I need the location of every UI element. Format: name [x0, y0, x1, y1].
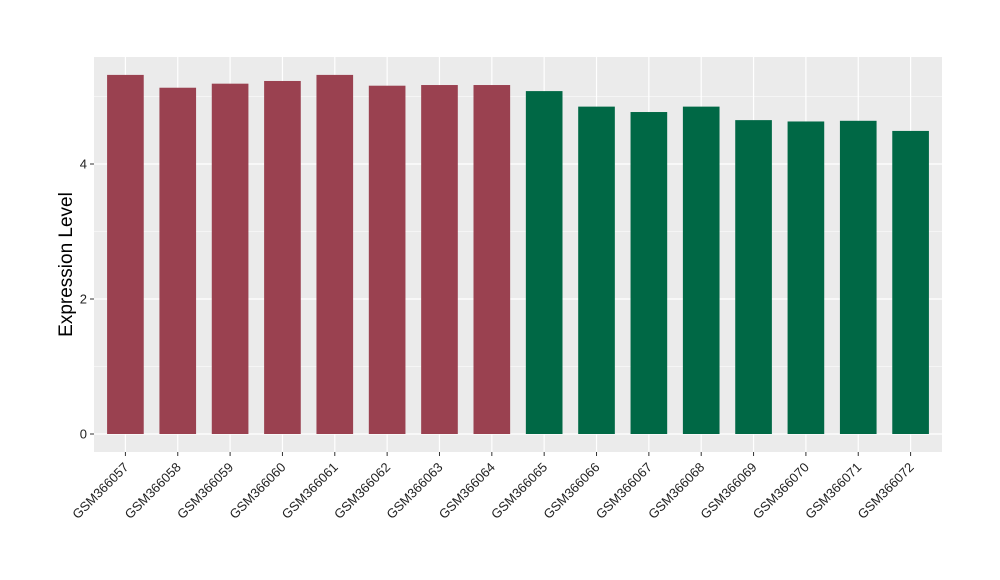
y-axis-title: Expression Level [56, 192, 77, 337]
bar-GSM366061 [316, 74, 354, 435]
y-tick-label: 2 [80, 292, 87, 307]
bar-GSM366057 [107, 74, 144, 435]
bar-GSM366058 [159, 87, 197, 434]
bar-GSM366059 [211, 83, 249, 435]
bar-GSM366070 [787, 121, 825, 434]
x-axis: GSM366057GSM366058GSM366059GSM366060GSM3… [69, 452, 917, 522]
bar-GSM366072 [892, 130, 929, 435]
bar-GSM366063 [421, 85, 458, 435]
x-tick-label: GSM366072 [854, 460, 916, 522]
bars [107, 74, 929, 435]
bar-GSM366066 [578, 106, 615, 434]
bar-GSM366068 [682, 106, 720, 434]
bar-GSM366065 [525, 91, 563, 434]
bar-GSM366071 [839, 120, 877, 435]
bar-GSM366060 [264, 80, 301, 434]
y-tick-label: 4 [80, 157, 87, 172]
bar-GSM366067 [630, 112, 668, 435]
bar-GSM366069 [735, 120, 772, 434]
bar-GSM366062 [368, 85, 406, 434]
bar-GSM366064 [473, 85, 511, 435]
y-axis: 0 2 4 [80, 157, 94, 442]
y-tick-label: 0 [80, 427, 87, 442]
